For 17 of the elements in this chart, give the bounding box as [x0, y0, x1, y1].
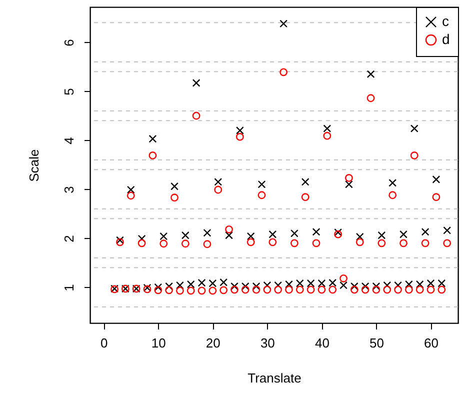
- x-tick-label: 20: [206, 336, 220, 350]
- x-tick-label: 30: [260, 336, 275, 350]
- y-tick-label: 5: [62, 88, 76, 96]
- y-axis-title: Scale: [26, 149, 42, 182]
- y-tick-label: 3: [62, 186, 76, 194]
- x-axis-title: Translate: [248, 370, 302, 386]
- legend-label: d: [442, 31, 450, 47]
- x-tick-label: 50: [369, 336, 384, 350]
- legend-label: c: [442, 13, 449, 29]
- y-tick-label: 6: [62, 39, 76, 46]
- y-tick-label: 1: [62, 284, 76, 292]
- x-tick-label: 10: [151, 336, 166, 350]
- x-tick-label: 0: [100, 336, 108, 350]
- x-tick-label: 40: [314, 336, 330, 350]
- y-tick-label: 2: [62, 235, 76, 242]
- y-tick-label: 4: [62, 137, 76, 144]
- x-tick-label: 60: [424, 336, 438, 350]
